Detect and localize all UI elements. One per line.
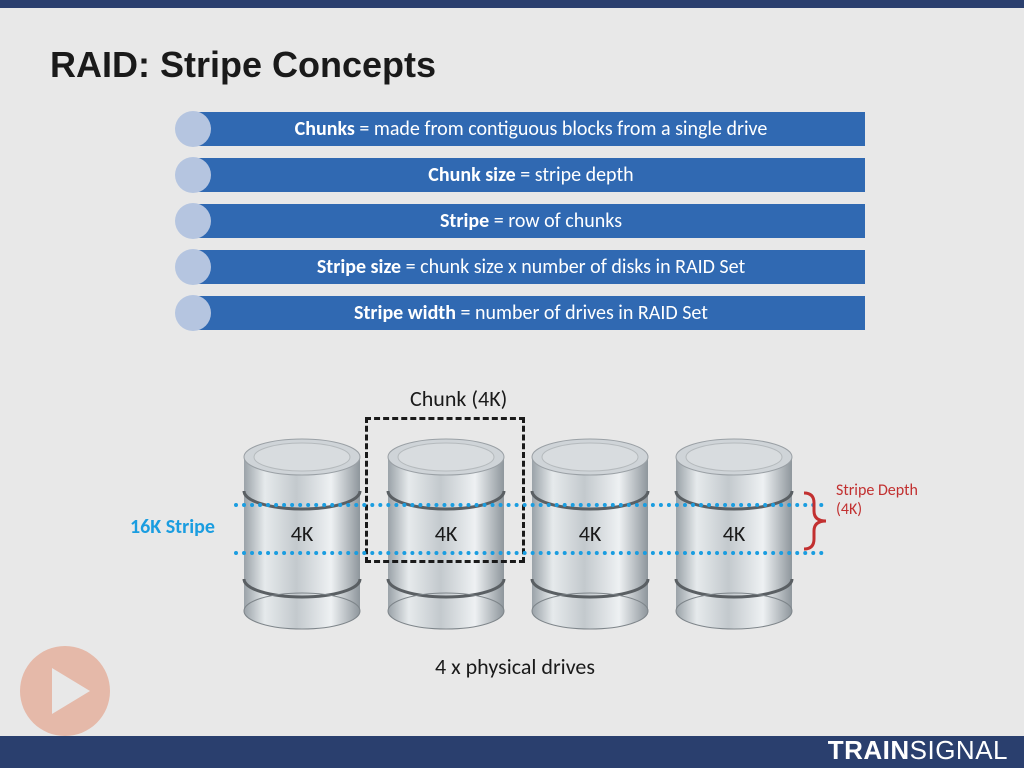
drive-cylinder: 4K (670, 435, 798, 625)
trainsignal-brand: TRAINSIGNAL (828, 735, 1008, 766)
footer-bar: TRAINSIGNAL (0, 736, 1024, 768)
definition-row: Stripe = row of chunks (175, 204, 865, 238)
bullet-circle (175, 111, 211, 147)
definition-bar: Chunks = made from contiguous blocks fro… (197, 112, 865, 146)
chunk-label: Chunk (4K) (410, 385, 507, 412)
drive-label: 4K (670, 520, 798, 547)
page-title: RAID: Stripe Concepts (50, 44, 436, 86)
raid-diagram: Chunk (4K) 16K Stripe Stripe Depth(4K) (130, 385, 930, 695)
definition-row: Stripe width = number of drives in RAID … (175, 296, 865, 330)
definition-bar: Stripe size = chunk size x number of dis… (197, 250, 865, 284)
bullet-circle (175, 249, 211, 285)
play-icon (20, 646, 110, 736)
bullet-circle (175, 203, 211, 239)
drive-cylinder: 4K (526, 435, 654, 625)
top-bar (0, 0, 1024, 8)
stripe-depth-bracket (802, 487, 836, 557)
stripe-depth-label: Stripe Depth(4K) (836, 481, 918, 519)
drive-label: 4K (238, 520, 366, 547)
definition-bar: Chunk size = stripe depth (197, 158, 865, 192)
stripe-label: 16K Stripe (130, 515, 215, 539)
bullet-circle (175, 157, 211, 193)
definition-row: Chunks = made from contiguous blocks fro… (175, 112, 865, 146)
definition-bar: Stripe width = number of drives in RAID … (197, 296, 865, 330)
drive-label: 4K (526, 520, 654, 547)
bullet-circle (175, 295, 211, 331)
definitions-list: Chunks = made from contiguous blocks fro… (175, 112, 865, 342)
stripe-dotted-line-bottom (234, 551, 824, 555)
definition-row: Stripe size = chunk size x number of dis… (175, 250, 865, 284)
definition-row: Chunk size = stripe depth (175, 158, 865, 192)
drives-caption: 4 x physical drives (435, 653, 595, 680)
definition-bar: Stripe = row of chunks (197, 204, 865, 238)
drive-cylinder: 4K (238, 435, 366, 625)
drive-label: 4K (382, 520, 510, 547)
stripe-dotted-line-top (234, 503, 824, 507)
